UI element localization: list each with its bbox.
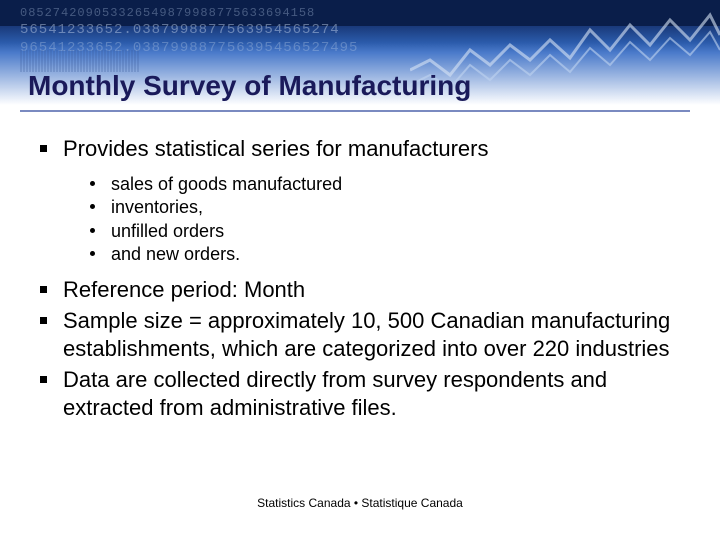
square-bullet-icon: [40, 145, 47, 152]
sub-list-item: sales of goods manufactured: [90, 173, 680, 196]
dot-bullet-icon: [90, 228, 95, 233]
sub-list-item: inventories,: [90, 196, 680, 219]
bullet-text: Provides statistical series for manufact…: [63, 135, 489, 163]
square-bullet-icon: [40, 286, 47, 293]
list-item: Sample size = approximately 10, 500 Cana…: [40, 307, 680, 362]
bullet-text: Data are collected directly from survey …: [63, 366, 680, 421]
dot-bullet-icon: [90, 251, 95, 256]
barcode-decoration: [20, 50, 320, 72]
slide-title: Monthly Survey of Manufacturing: [28, 70, 471, 102]
bullet-text: Sample size = approximately 10, 500 Cana…: [63, 307, 680, 362]
sub-bullet-text: inventories,: [111, 196, 203, 219]
list-item: Reference period: Month: [40, 276, 680, 304]
bullet-list: Provides statistical series for manufact…: [40, 135, 680, 163]
slide-content: Provides statistical series for manufact…: [40, 135, 680, 431]
square-bullet-icon: [40, 317, 47, 324]
bullet-list: Reference period: Month Sample size = ap…: [40, 276, 680, 422]
list-item: Data are collected directly from survey …: [40, 366, 680, 421]
slide-footer: Statistics Canada • Statistique Canada: [0, 496, 720, 510]
header-numbers-1: 085274209053326549879988775633694158: [20, 6, 315, 20]
sub-list-item: and new orders.: [90, 243, 680, 266]
sub-bullet-text: and new orders.: [111, 243, 240, 266]
dot-bullet-icon: [90, 204, 95, 209]
square-bullet-icon: [40, 376, 47, 383]
dot-bullet-icon: [90, 181, 95, 186]
sub-bullet-text: unfilled orders: [111, 220, 224, 243]
header-numbers-2: 56541233652.0387998877563954565274: [20, 22, 340, 38]
list-item: Provides statistical series for manufact…: [40, 135, 680, 163]
sub-list-item: unfilled orders: [90, 220, 680, 243]
sub-bullet-list: sales of goods manufactured inventories,…: [90, 173, 680, 266]
bullet-text: Reference period: Month: [63, 276, 305, 304]
sub-bullet-text: sales of goods manufactured: [111, 173, 342, 196]
title-underline: [20, 110, 690, 112]
